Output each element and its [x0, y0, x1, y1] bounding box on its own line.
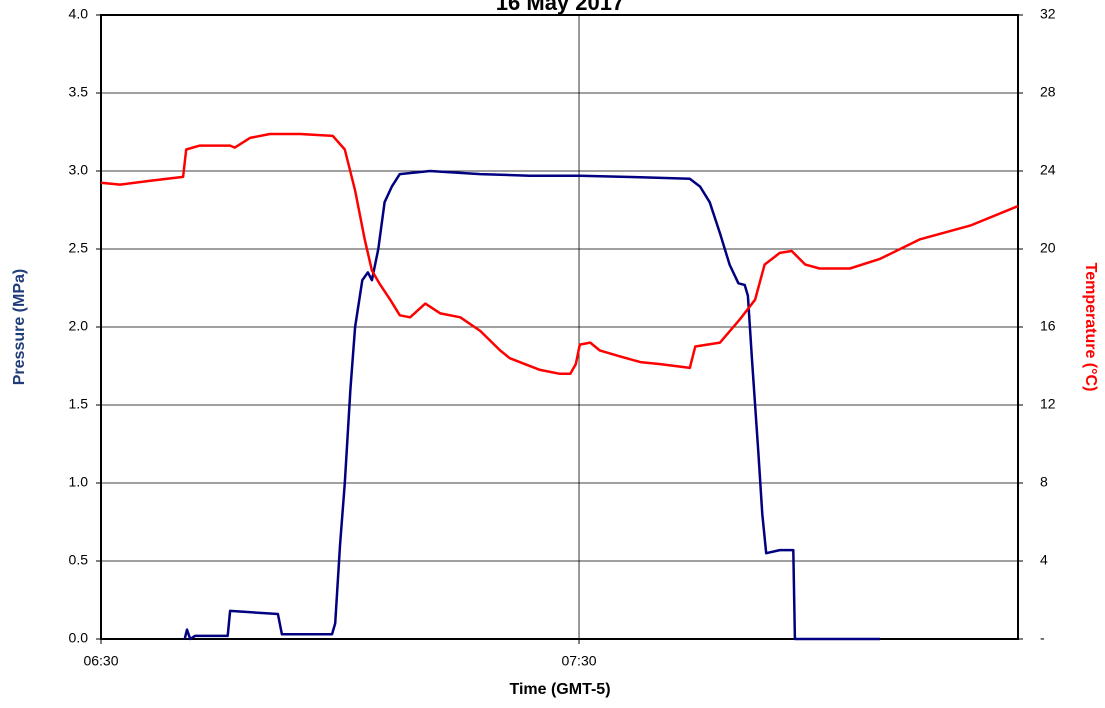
y-tick-label: 3.5 — [69, 84, 89, 100]
y2-tick-label: 28 — [1040, 84, 1056, 100]
y-tick-label: 4.0 — [69, 6, 89, 22]
y-tick-label: 1.0 — [69, 474, 89, 490]
y2-tick-label: 24 — [1040, 162, 1056, 178]
chart-title: 16 May 2017 — [496, 0, 624, 15]
y2-tick-label: 4 — [1040, 552, 1048, 568]
y2-tick-label: 12 — [1040, 396, 1056, 412]
x-tick-label: 06:30 — [83, 653, 118, 669]
y-axis-title: Pressure (MPa) — [11, 269, 28, 386]
y2-tick-label: 8 — [1040, 474, 1048, 490]
x-axis-title: Time (GMT-5) — [509, 681, 610, 698]
y2-tick-label: 20 — [1040, 240, 1056, 256]
y-tick-label: 2.0 — [69, 318, 89, 334]
y-tick-label: 3.0 — [69, 162, 89, 178]
y-tick-label: 1.5 — [69, 396, 89, 412]
y-tick-label: 0.0 — [69, 630, 89, 646]
y2-axis-title: Temperature (°C) — [1082, 263, 1099, 392]
series-line — [183, 169, 881, 641]
y-tick-label: 0.5 — [69, 552, 89, 568]
plot-frame — [100, 14, 1019, 640]
y2-tick-label: - — [1040, 630, 1045, 646]
y2-tick-label: 32 — [1040, 6, 1056, 22]
y2-tick-label: 16 — [1040, 318, 1056, 334]
y-tick-label: 2.5 — [69, 240, 89, 256]
series-line — [100, 132, 1019, 376]
x-tick-label: 07:30 — [561, 653, 596, 669]
